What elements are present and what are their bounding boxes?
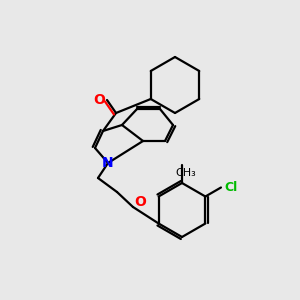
Text: O: O: [93, 93, 105, 107]
Text: Cl: Cl: [224, 181, 238, 194]
Text: CH₃: CH₃: [176, 168, 197, 178]
Text: N: N: [102, 156, 114, 170]
Text: O: O: [134, 195, 146, 209]
